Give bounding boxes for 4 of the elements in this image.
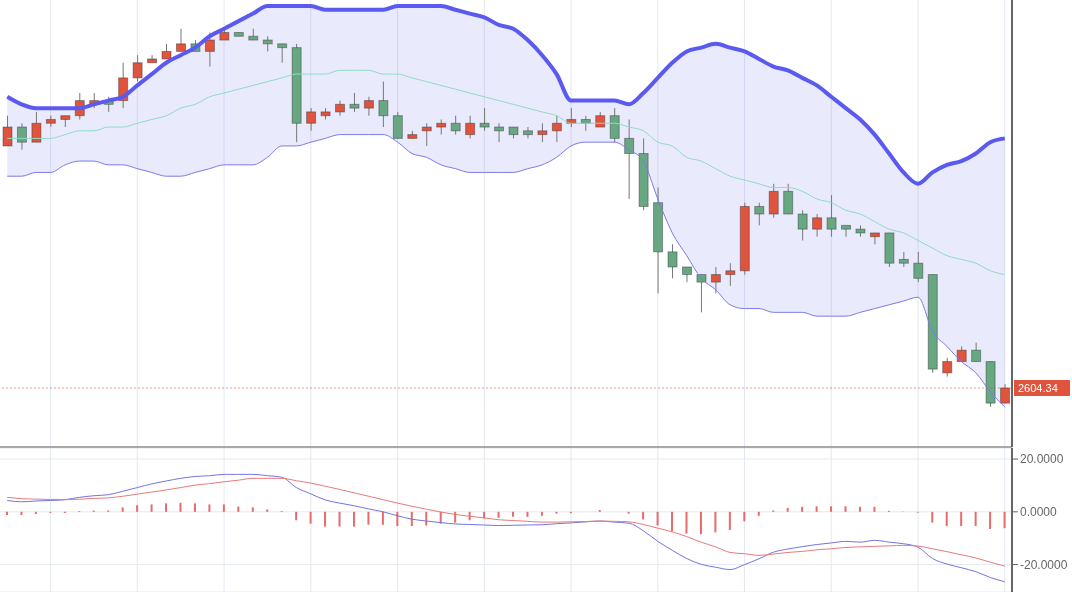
text: 2604.34 (1018, 382, 1058, 394)
y-tick-label: 0.0000 (1020, 505, 1058, 520)
y-tick-label: 20.0000 (1020, 452, 1064, 467)
y-tick-label: -20.0000 (1020, 557, 1068, 572)
